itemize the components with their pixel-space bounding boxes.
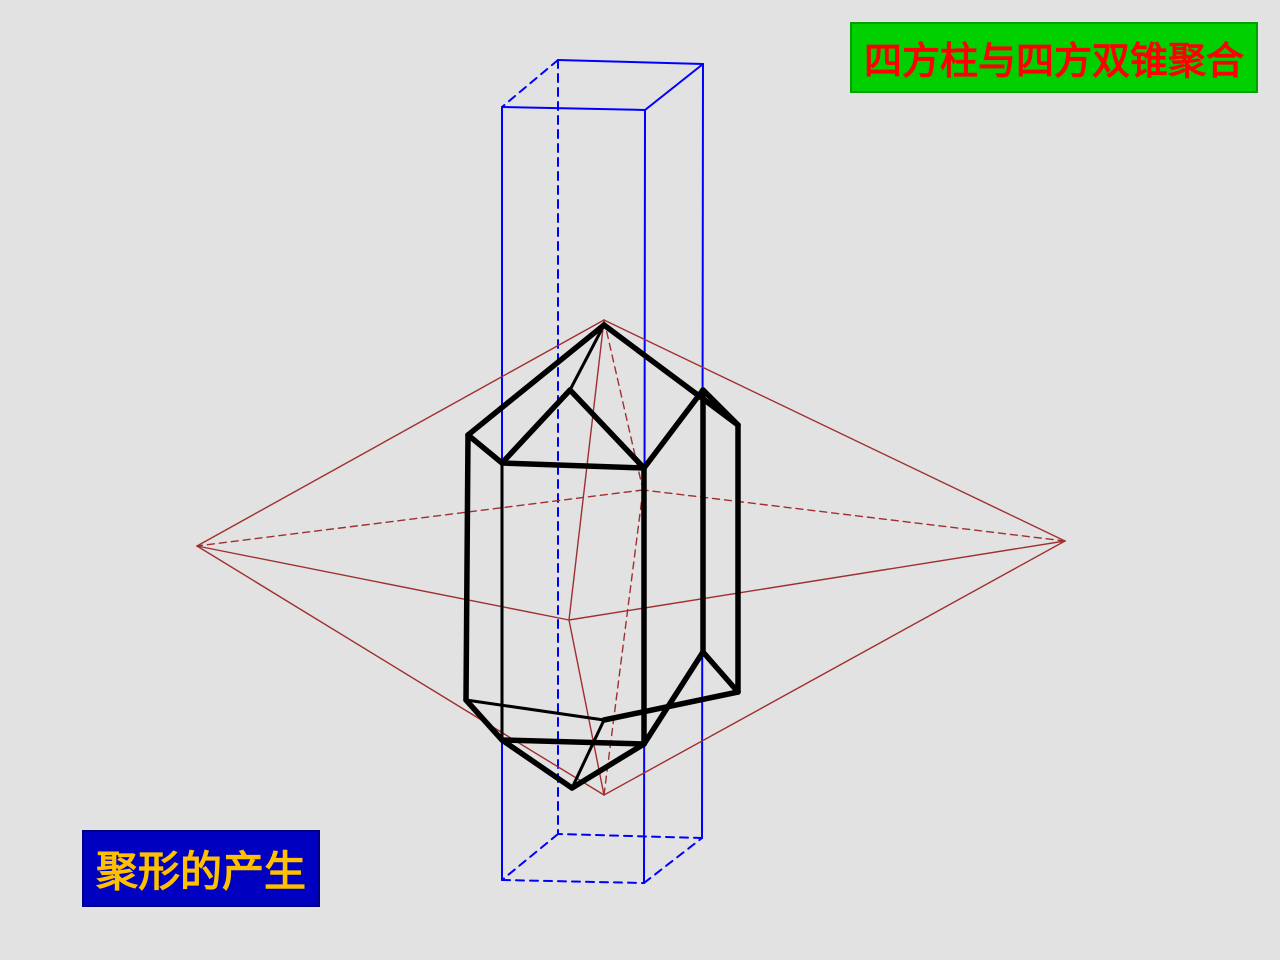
bottom-label: 聚形的产生 [82, 830, 320, 907]
bottom-text: 聚形的产生 [96, 848, 306, 895]
title-label: 四方柱与四方双锥聚合 [850, 22, 1258, 93]
diagram-canvas [0, 0, 1280, 960]
title-text: 四方柱与四方双锥聚合 [864, 41, 1244, 83]
